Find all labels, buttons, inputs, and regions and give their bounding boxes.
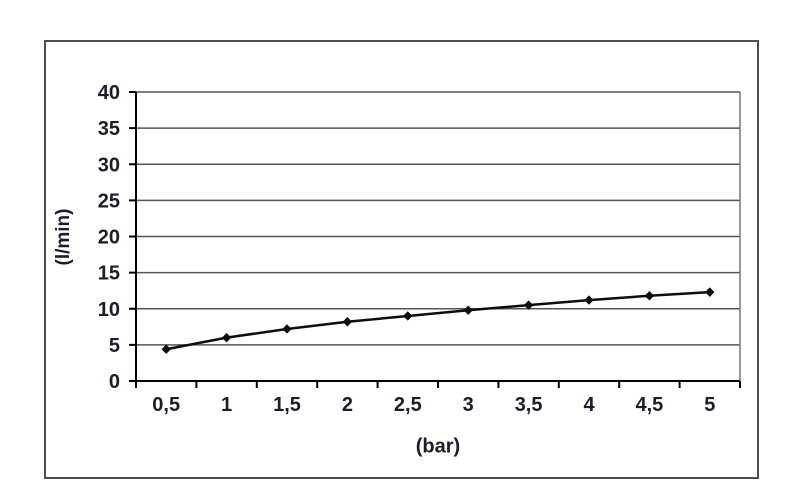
x-tick-label: 2 [342, 394, 353, 416]
y-tick-label: 20 [98, 227, 120, 249]
y-tick-label: 30 [98, 154, 120, 176]
x-tick-label: 4,5 [635, 394, 663, 416]
x-tick-label: 5 [704, 394, 715, 416]
y-tick-label: 0 [109, 371, 120, 393]
x-tick-label: 4 [583, 394, 595, 416]
data-point-marker [523, 300, 534, 310]
y-tick-label: 5 [109, 335, 120, 357]
data-point-marker [463, 305, 473, 315]
data-point-marker [403, 311, 413, 321]
data-point-marker [161, 344, 171, 354]
series-line-flow-rate-curve [164, 290, 712, 351]
data-point-marker [705, 287, 715, 297]
y-tick-label: 25 [98, 190, 120, 212]
chart-frame [44, 40, 759, 479]
x-tick-label: 3 [463, 394, 474, 416]
x-tick-label: 1,5 [273, 394, 301, 416]
data-point-marker [342, 317, 353, 327]
x-tick-label: 1 [221, 394, 232, 416]
data-point-marker [584, 295, 594, 305]
y-tick-label: 40 [98, 82, 120, 104]
data-point-marker [282, 324, 292, 334]
y-tick-label: 35 [98, 118, 120, 140]
x-tick-label: 2,5 [394, 394, 422, 416]
x-tick-label: 3,5 [515, 394, 543, 416]
x-axis-title: (bar) [415, 435, 461, 458]
data-point-marker [221, 332, 232, 343]
data-point-marker [644, 291, 655, 301]
y-tick-label: 10 [98, 299, 120, 321]
y-axis-title: (l/min) [53, 208, 74, 266]
y-tick-label: 15 [98, 263, 120, 285]
x-tick-label: 0,5 [152, 394, 180, 416]
